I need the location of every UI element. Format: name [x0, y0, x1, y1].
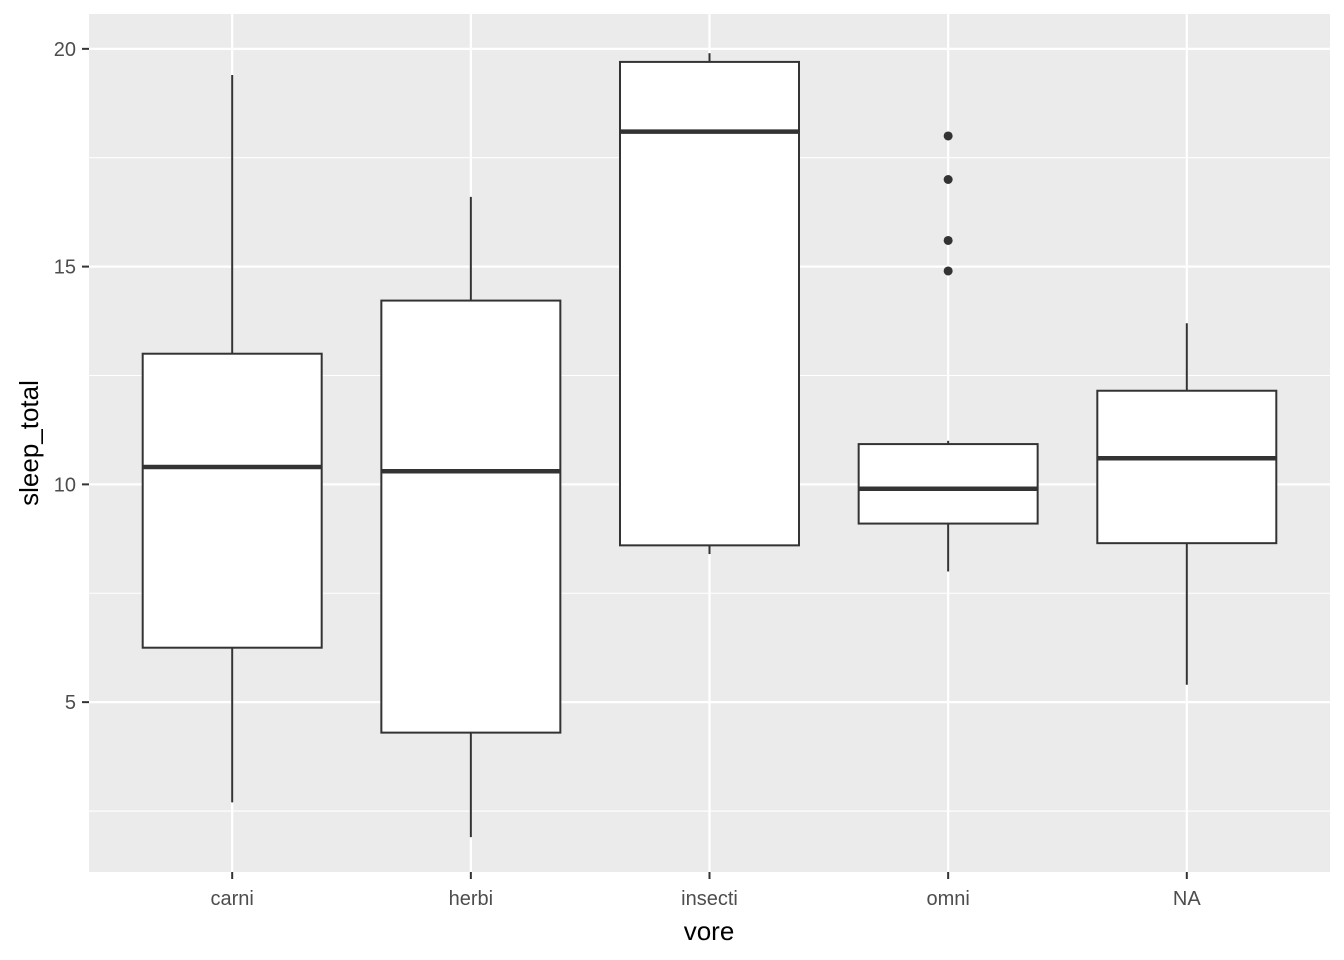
- iqr-box: [380, 299, 562, 734]
- y-axis: 5 10 15 20: [54, 39, 89, 714]
- x-tick-label: insecti: [681, 888, 738, 910]
- x-tick-label: omni: [926, 888, 969, 910]
- box-NA: [1096, 323, 1278, 685]
- iqr-box: [857, 443, 1039, 525]
- iqr-box: [141, 352, 323, 649]
- box-insecti: [619, 53, 800, 555]
- x-axis: carni herbi insecti omni NA: [211, 872, 1201, 910]
- outlier-point: [943, 131, 953, 141]
- x-tick-label: carni: [211, 888, 254, 910]
- y-axis-title: sleep_total: [14, 380, 44, 506]
- iqr-box: [619, 60, 800, 547]
- iqr-box: [1096, 389, 1278, 545]
- box-carni: [141, 74, 323, 803]
- y-tick-label: 20: [54, 39, 76, 61]
- boxes: [141, 53, 1278, 838]
- x-axis-title: vore: [684, 916, 735, 946]
- y-tick-label: 5: [65, 692, 76, 714]
- x-tick-label: herbi: [449, 888, 493, 910]
- box-herbi: [380, 196, 562, 838]
- outlier-point: [943, 266, 953, 276]
- x-tick-label: NA: [1173, 888, 1201, 910]
- y-tick-label: 10: [54, 474, 76, 496]
- outlier-point: [943, 235, 953, 245]
- outlier-point: [943, 175, 953, 185]
- box-omni: [857, 131, 1039, 572]
- y-tick-label: 15: [54, 257, 76, 279]
